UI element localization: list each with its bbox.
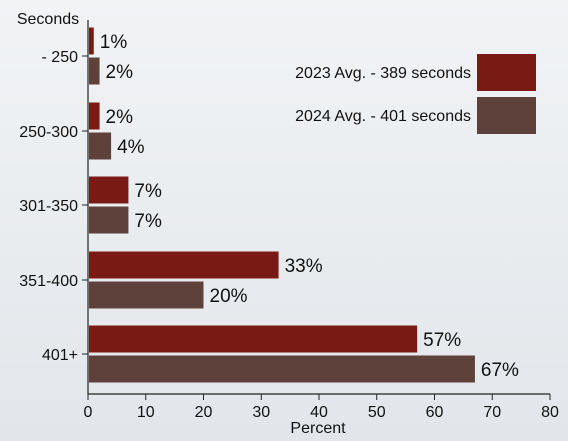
x-tick-label: 70 <box>483 404 501 421</box>
bar <box>89 102 100 130</box>
x-tick-label: 60 <box>426 404 444 421</box>
data-label: 20% <box>210 286 248 307</box>
bar <box>89 206 129 234</box>
legend-swatch <box>477 54 536 91</box>
bar <box>89 176 129 204</box>
data-label: 67% <box>481 360 519 381</box>
data-label: 57% <box>423 330 461 351</box>
bar <box>89 281 204 309</box>
data-label: 1% <box>100 32 128 53</box>
y-axis-label: Seconds <box>17 11 79 28</box>
bar <box>89 325 418 353</box>
y-tick-label: 351-400 <box>19 273 78 290</box>
bar <box>89 27 94 55</box>
bar <box>89 355 475 383</box>
y-tick-label: - 250 <box>42 49 79 66</box>
x-tick-label: 10 <box>137 404 155 421</box>
data-label: 2% <box>106 62 134 83</box>
y-tick-label: 250-300 <box>19 124 78 141</box>
data-label: 7% <box>134 181 162 202</box>
bar <box>89 251 279 279</box>
data-label: 2% <box>106 107 134 128</box>
bar <box>89 57 100 85</box>
axes: 0 10 20 30 40 50 60 70 80 - 250 250-300 301-350 351-… <box>19 20 559 421</box>
data-label: 4% <box>117 137 145 158</box>
x-tick-label: 0 <box>84 404 93 421</box>
bar <box>89 132 112 160</box>
legend: 2023 Avg. - 389 seconds 2024 Avg. - 401 s… <box>295 54 536 134</box>
legend-label: 2024 Avg. - 401 seconds <box>295 108 471 125</box>
x-tick-label: 20 <box>195 404 213 421</box>
x-tick-label: 80 <box>541 404 559 421</box>
x-tick-label: 30 <box>252 404 270 421</box>
data-label: 7% <box>134 211 162 232</box>
y-tick-label: 301-350 <box>19 198 78 215</box>
legend-label: 2023 Avg. - 389 seconds <box>295 65 471 82</box>
x-axis-label: Percent <box>290 420 346 437</box>
bars: 1% 2% 7% 33% 57% 2% 4% 7% 20% 67% <box>89 27 519 383</box>
x-tick-label: 50 <box>368 404 386 421</box>
x-tick-label: 40 <box>310 404 328 421</box>
legend-swatch <box>477 97 536 134</box>
data-label: 33% <box>285 256 323 277</box>
y-tick-label: 401+ <box>42 347 78 364</box>
